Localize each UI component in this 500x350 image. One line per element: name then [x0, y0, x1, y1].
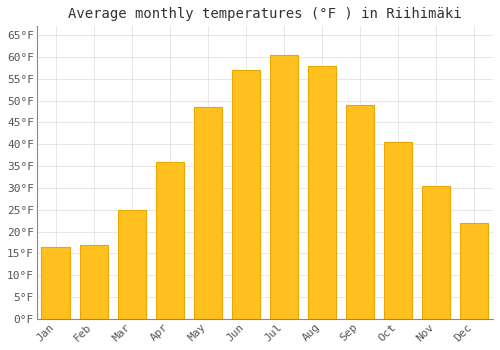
Bar [118, 210, 146, 319]
Bar [270, 55, 298, 319]
Bar [422, 186, 450, 319]
Bar [346, 105, 374, 319]
Bar [232, 70, 260, 319]
Bar [80, 245, 108, 319]
Bar [460, 223, 488, 319]
Bar [156, 162, 184, 319]
Bar [308, 65, 336, 319]
Bar [42, 247, 70, 319]
Bar [194, 107, 222, 319]
Bar [384, 142, 412, 319]
Title: Average monthly temperatures (°F ) in Riihimäki: Average monthly temperatures (°F ) in Ri… [68, 7, 462, 21]
